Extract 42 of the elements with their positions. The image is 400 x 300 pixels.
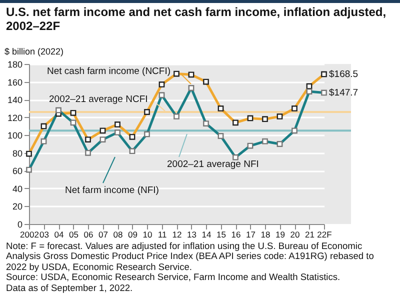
ref-line-label: 2002–21 average NCFI bbox=[49, 94, 148, 105]
x-tick-label: 16 bbox=[231, 230, 241, 240]
x-tick-label: 18 bbox=[260, 230, 270, 240]
y-tick-label: 120 bbox=[7, 112, 22, 123]
y-axis-title: $ billion (2022) bbox=[4, 46, 64, 56]
x-tick-label: 03 bbox=[40, 230, 50, 240]
y-tick-label: 80 bbox=[12, 148, 22, 158]
y-tick-label: 20 bbox=[12, 202, 22, 212]
x-tick-label: 10 bbox=[142, 230, 152, 240]
y-tick-label: 100 bbox=[7, 130, 22, 141]
x-tick-label: 17 bbox=[246, 230, 256, 240]
text: Net farm income (NFI) bbox=[65, 185, 159, 196]
x-tick-label: 2002 bbox=[20, 230, 40, 240]
x-tick-label: 04 bbox=[54, 230, 64, 240]
text: Data as of September 1, 2022. bbox=[6, 282, 134, 294]
ref-line-label: 2002–21 average NFI bbox=[167, 159, 259, 170]
x-tick-label: 07 bbox=[98, 230, 108, 240]
text: Note: F = forecast. Values are adjusted for inflation using the U.S. Bureau of Economic Analysis Gross Domestic Product Price Index (BEA API series code: A191RG) rebased to 2022 by USDA, Economic Research Service. bbox=[6, 241, 375, 272]
data-label: $168.5 bbox=[329, 69, 358, 80]
x-tick-label: 19 bbox=[276, 230, 286, 240]
x-tick-label: 21 bbox=[305, 230, 315, 240]
x-tick-label: 12 bbox=[172, 230, 182, 240]
x-tick-label: 05 bbox=[69, 230, 79, 240]
x-tick-label: 06 bbox=[84, 230, 94, 240]
x-tick-label: 09 bbox=[128, 230, 138, 240]
x-tick-label: 14 bbox=[202, 230, 212, 240]
x-tick-label: 11 bbox=[158, 230, 167, 240]
x-tick-label: 20 bbox=[290, 230, 300, 240]
x-tick-label: 13 bbox=[187, 230, 197, 240]
x-tick-label: 15 bbox=[216, 230, 226, 240]
data-label: $147.7 bbox=[329, 88, 358, 99]
y-tick-label: 40 bbox=[12, 184, 22, 194]
series-label: Net cash farm income (NCFI) bbox=[47, 66, 171, 77]
y-tick-label: 60 bbox=[12, 166, 22, 176]
y-tick-label: 180 bbox=[7, 60, 22, 70]
chart-title: U.S. net farm income and net cash farm income, inflation adjusted, 2002–22F bbox=[0, 0, 400, 33]
x-tick-label: 22F bbox=[317, 230, 332, 240]
y-tick-label: 0 bbox=[17, 220, 22, 230]
y-tick-label: 140 bbox=[7, 95, 22, 106]
x-tick-label: 08 bbox=[113, 230, 123, 240]
source-note: Source: USDA, Economic Research Service, Farm Income and Wealth Statistics. bbox=[6, 272, 342, 283]
y-tick-label: 160 bbox=[7, 77, 22, 88]
